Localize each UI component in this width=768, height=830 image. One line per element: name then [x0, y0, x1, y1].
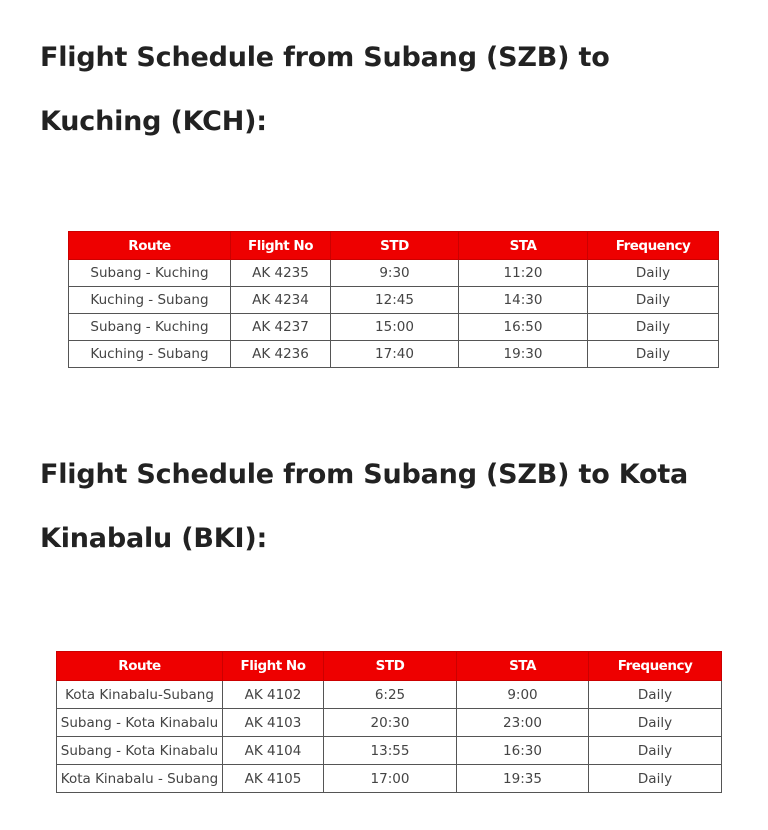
cell-frequency: Daily: [587, 340, 719, 368]
cell-route: Subang - Kuching: [68, 259, 231, 287]
kota-kinabalu-schedule-table: Route Flight No STD STA Frequency Kota Kinaba…: [56, 651, 722, 793]
column-header-route: Route: [56, 651, 223, 681]
column-header-frequency: Frequency: [588, 651, 722, 681]
table-row: Kuching - Subang AK 4234 12:45 14:30 Daily: [68, 286, 719, 314]
cell-std: 12:45: [330, 286, 459, 314]
cell-std: 9:30: [330, 259, 459, 287]
column-header-std: STD: [330, 231, 459, 260]
cell-flight-no: AK 4102: [222, 680, 324, 709]
column-header-flight-no: Flight No: [222, 651, 324, 681]
cell-route: Kota Kinabalu-Subang: [56, 680, 223, 709]
cell-flight-no: AK 4104: [222, 736, 324, 765]
cell-frequency: Daily: [587, 313, 719, 341]
cell-frequency: Daily: [587, 286, 719, 314]
cell-flight-no: AK 4235: [230, 259, 331, 287]
cell-flight-no: AK 4234: [230, 286, 331, 314]
column-header-sta: STA: [456, 651, 589, 681]
kuching-schedule-table: Route Flight No STD STA Frequency Subang - Ku…: [68, 231, 719, 368]
table-header-row: Route Flight No STD STA Frequency: [68, 231, 719, 260]
cell-std: 17:00: [323, 764, 457, 793]
table-row: Kota Kinabalu - Subang AK 4105 17:00 19:35 D…: [56, 764, 722, 793]
cell-sta: 23:00: [456, 708, 589, 737]
cell-route: Subang - Kota Kinabalu: [56, 708, 223, 737]
cell-flight-no: AK 4105: [222, 764, 324, 793]
cell-std: 15:00: [330, 313, 459, 341]
cell-sta: 19:30: [458, 340, 588, 368]
column-header-flight-no: Flight No: [230, 231, 331, 260]
column-header-route: Route: [68, 231, 231, 260]
cell-frequency: Daily: [588, 680, 722, 709]
table-row: Subang - Kuching AK 4237 15:00 16:50 Daily: [68, 313, 719, 341]
column-header-frequency: Frequency: [587, 231, 719, 260]
cell-route: Kuching - Subang: [68, 286, 231, 314]
cell-std: 6:25: [323, 680, 457, 709]
table-row: Kota Kinabalu-Subang AK 4102 6:25 9:00 Daily: [56, 680, 722, 709]
section-heading-kuching: Flight Schedule from Subang (SZB) to Kuc…: [40, 42, 610, 137]
cell-flight-no: AK 4236: [230, 340, 331, 368]
cell-route: Kuching - Subang: [68, 340, 231, 368]
cell-flight-no: AK 4237: [230, 313, 331, 341]
table-row: Subang - Kota Kinabalu AK 4103 20:30 23:00 D…: [56, 708, 722, 737]
cell-route: Kota Kinabalu - Subang: [56, 764, 223, 793]
table-row: Kuching - Subang AK 4236 17:40 19:30 Daily: [68, 340, 719, 368]
cell-frequency: Daily: [587, 259, 719, 287]
table-header-row: Route Flight No STD STA Frequency: [56, 651, 722, 681]
cell-sta: 9:00: [456, 680, 589, 709]
cell-sta: 14:30: [458, 286, 588, 314]
cell-std: 13:55: [323, 736, 457, 765]
cell-sta: 11:20: [458, 259, 588, 287]
cell-std: 17:40: [330, 340, 459, 368]
cell-frequency: Daily: [588, 736, 722, 765]
cell-route: Subang - Kota Kinabalu: [56, 736, 223, 765]
cell-route: Subang - Kuching: [68, 313, 231, 341]
cell-frequency: Daily: [588, 708, 722, 737]
table-row: Subang - Kota Kinabalu AK 4104 13:55 16:30 D…: [56, 736, 722, 765]
table-row: Subang - Kuching AK 4235 9:30 11:20 Daily: [68, 259, 719, 287]
column-header-std: STD: [323, 651, 457, 681]
cell-frequency: Daily: [588, 764, 722, 793]
cell-sta: 19:35: [456, 764, 589, 793]
cell-flight-no: AK 4103: [222, 708, 324, 737]
cell-sta: 16:50: [458, 313, 588, 341]
cell-sta: 16:30: [456, 736, 589, 765]
section-heading-kota-kinabalu: Flight Schedule from Subang (SZB) to Kot…: [40, 459, 689, 554]
column-header-sta: STA: [458, 231, 588, 260]
cell-std: 20:30: [323, 708, 457, 737]
